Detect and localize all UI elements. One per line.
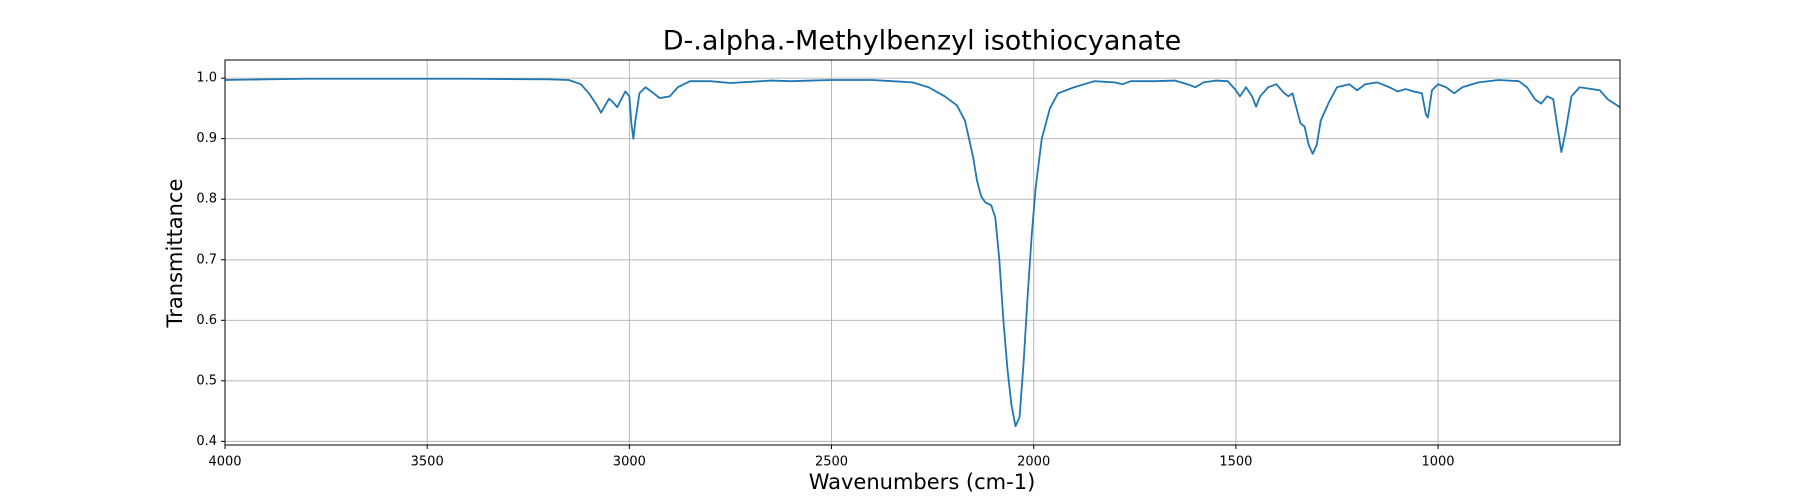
x-tick-label: 3000: [613, 455, 646, 470]
x-axis-label: Wavenumbers (cm-1): [809, 470, 1036, 494]
y-tick-label: 0.6: [196, 313, 217, 328]
chart-title: D-.alpha.-Methylbenzyl isothiocyanate: [663, 26, 1182, 57]
y-tick-label: 0.5: [196, 373, 217, 388]
x-tick-label: 4000: [208, 455, 241, 470]
x-tick-label: 1000: [1421, 455, 1454, 470]
y-tick-label: 0.4: [196, 434, 217, 449]
y-tick-label: 0.9: [196, 131, 217, 146]
y-tick-label: 1.0: [196, 71, 217, 86]
x-tick-label: 2500: [815, 455, 848, 470]
x-tick-label: 2000: [1017, 455, 1050, 470]
y-tick-label: 0.8: [196, 192, 217, 207]
y-tick-label: 0.7: [196, 252, 217, 267]
spectrum-line: [224, 77, 1621, 428]
plot-frame: [224, 59, 1621, 446]
x-tick-label: 3500: [411, 455, 444, 470]
x-tick-label: 1500: [1219, 455, 1252, 470]
y-axis-label: Transmittance: [163, 179, 187, 329]
